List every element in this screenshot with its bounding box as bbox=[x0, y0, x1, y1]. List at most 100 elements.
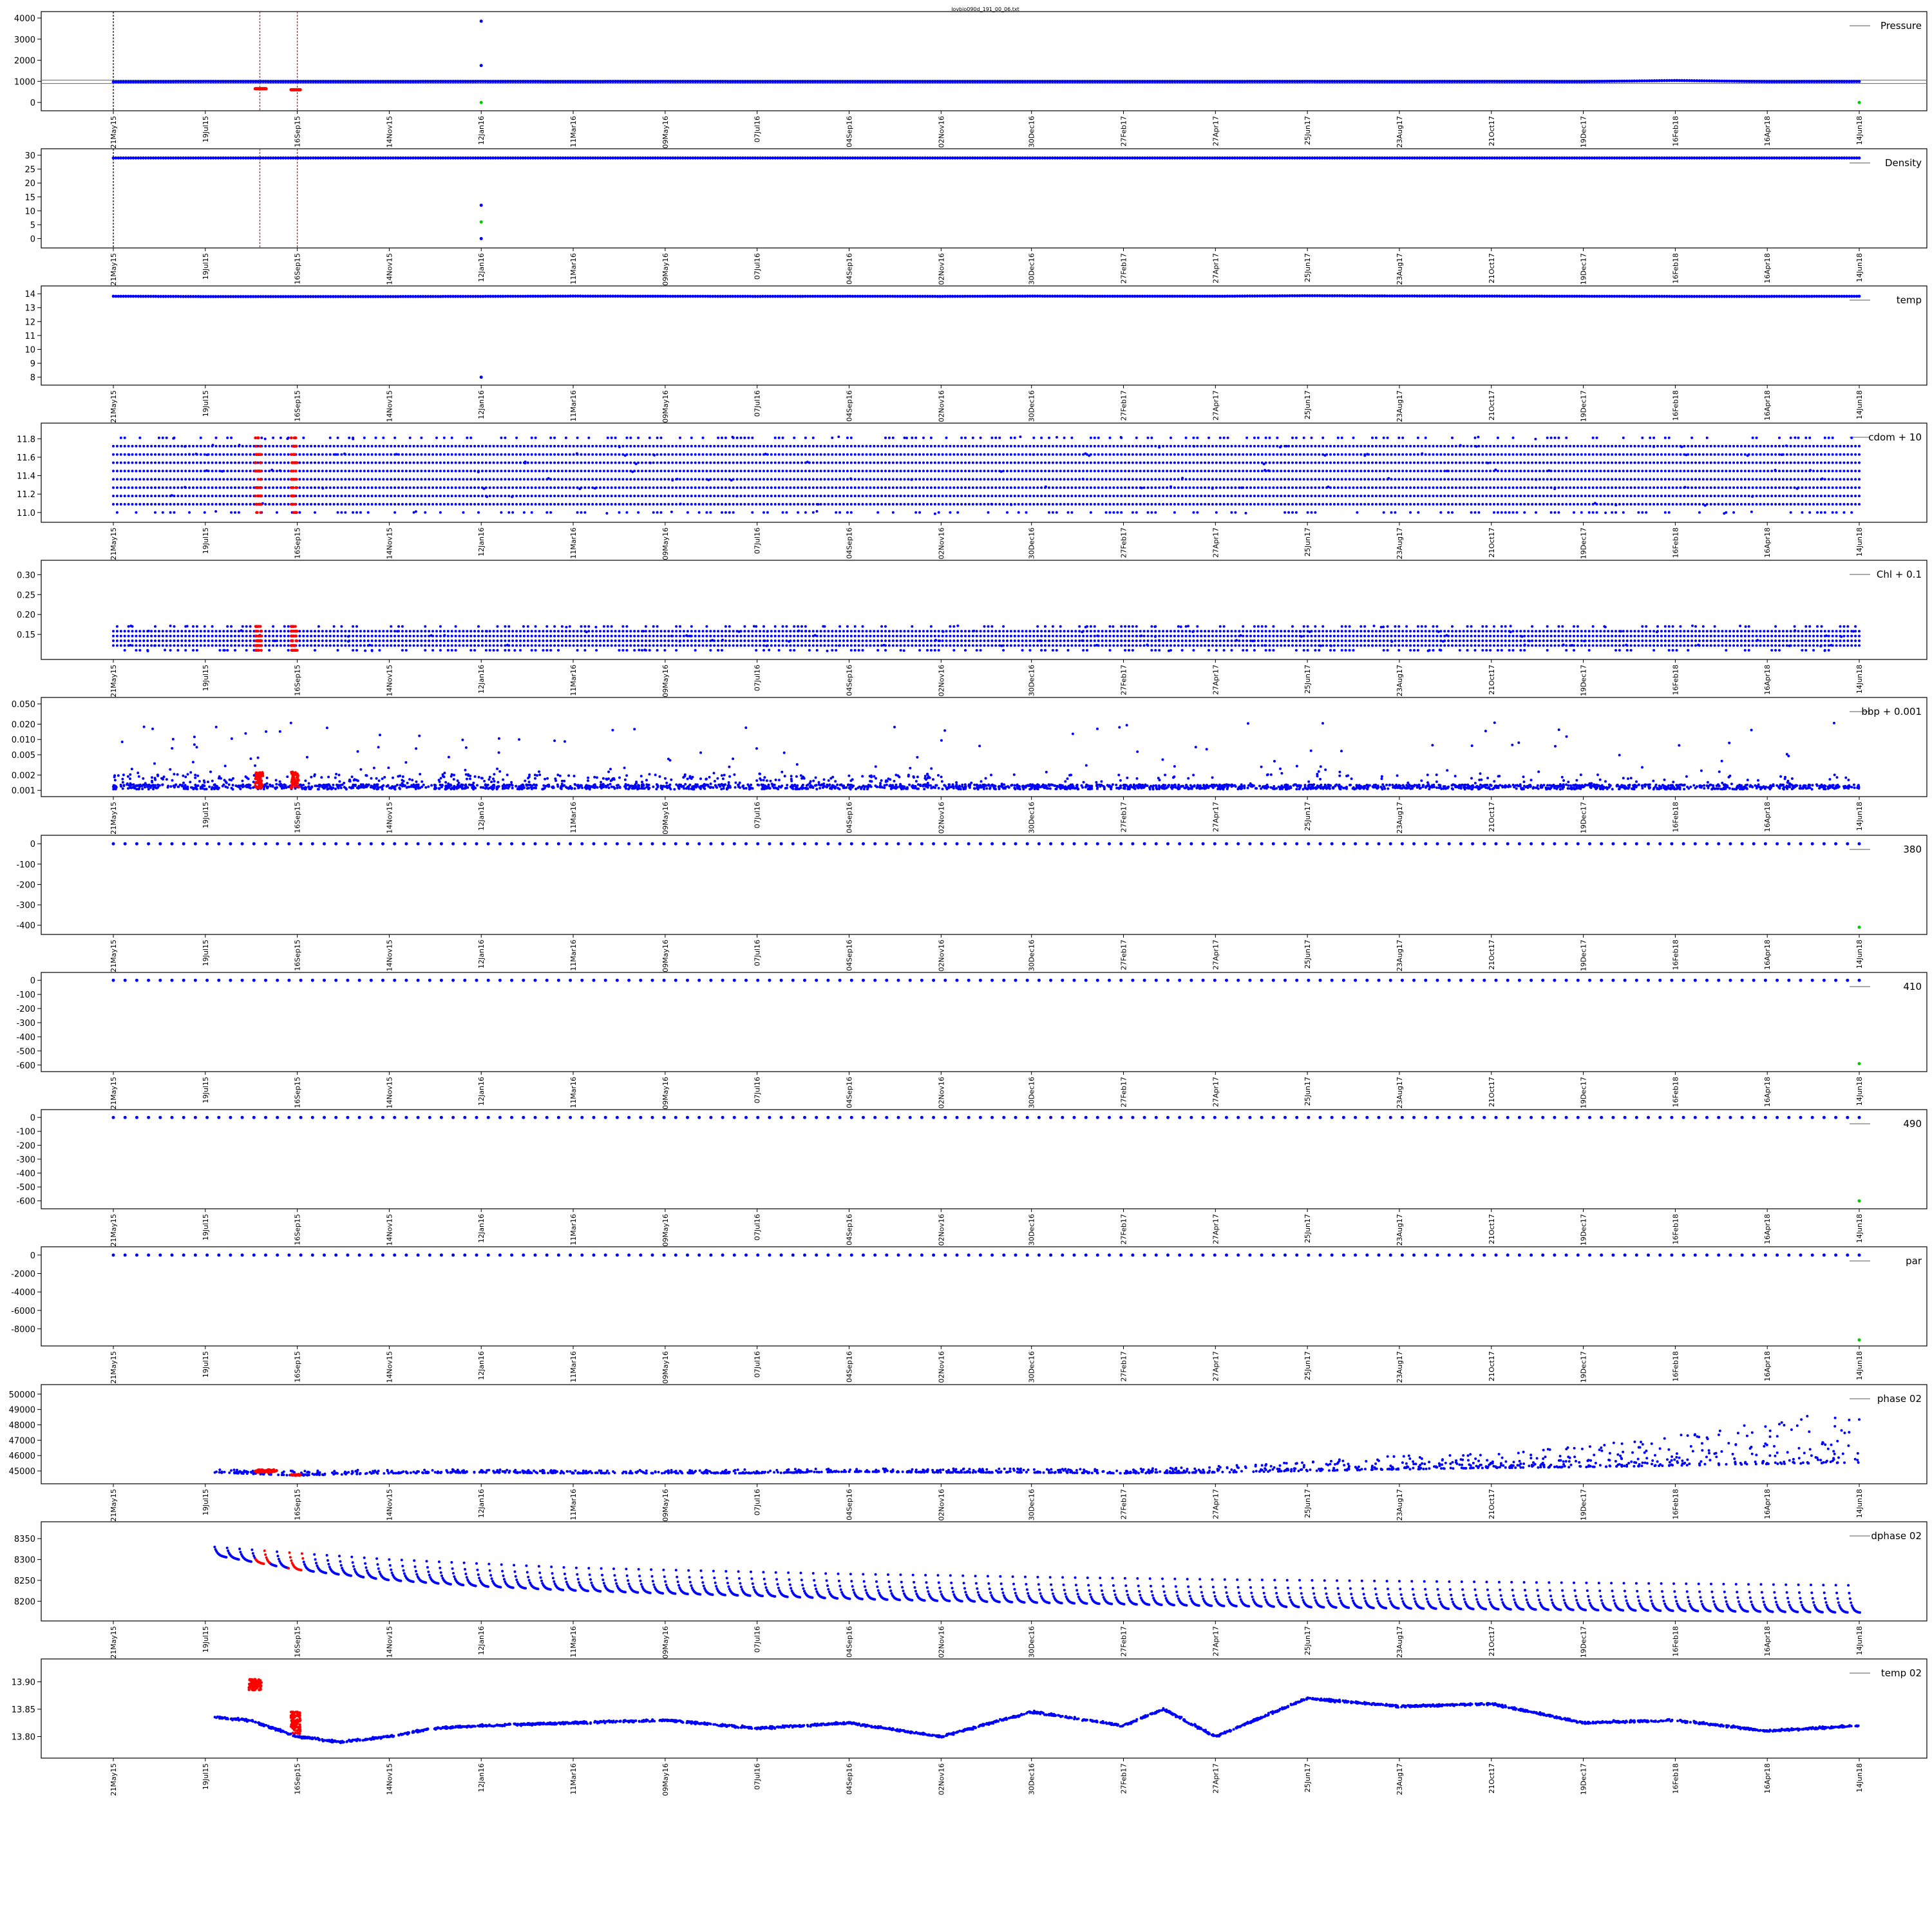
data-point bbox=[272, 495, 274, 497]
data-point bbox=[869, 478, 871, 480]
data-point bbox=[1177, 486, 1180, 489]
data-point bbox=[660, 486, 663, 489]
data-point bbox=[515, 503, 518, 506]
data-point bbox=[698, 503, 701, 506]
data-point bbox=[1679, 495, 1681, 497]
data-point bbox=[607, 469, 609, 472]
data-point bbox=[1158, 503, 1160, 506]
data-point bbox=[371, 462, 374, 464]
data-point bbox=[1455, 469, 1457, 472]
data-point bbox=[1451, 478, 1454, 480]
x-tick-label: 09May16 bbox=[661, 390, 670, 423]
data-point bbox=[545, 462, 548, 464]
data-point bbox=[983, 469, 986, 472]
data-point bbox=[162, 486, 164, 489]
data-point bbox=[314, 478, 316, 480]
data-point bbox=[1341, 478, 1343, 480]
data-point bbox=[1832, 495, 1834, 497]
data-point bbox=[1756, 503, 1758, 506]
data-point bbox=[1539, 469, 1541, 472]
data-point bbox=[1367, 469, 1370, 472]
data-point bbox=[1501, 478, 1503, 480]
data-point bbox=[687, 495, 689, 497]
data-point bbox=[481, 495, 484, 497]
data-point bbox=[1474, 495, 1477, 497]
data-point bbox=[618, 478, 621, 480]
data-point bbox=[652, 486, 655, 489]
data-point bbox=[1447, 511, 1450, 514]
data-point bbox=[1672, 503, 1674, 506]
data-point bbox=[1664, 503, 1667, 506]
data-point bbox=[1732, 486, 1735, 489]
data-point bbox=[1470, 486, 1473, 489]
data-point bbox=[1397, 478, 1400, 480]
data-point bbox=[675, 469, 677, 472]
data-point bbox=[1397, 503, 1400, 506]
data-point bbox=[926, 495, 929, 497]
y-tick-label: 4000 bbox=[14, 14, 35, 24]
data-point bbox=[1584, 486, 1587, 489]
data-point bbox=[409, 503, 412, 506]
data-point bbox=[625, 486, 628, 489]
data-point bbox=[587, 503, 590, 506]
data-point bbox=[298, 469, 301, 472]
data-point bbox=[390, 462, 392, 464]
x-tick-label: 25Jun17 bbox=[1303, 116, 1312, 145]
data-point bbox=[800, 469, 803, 472]
data-point bbox=[1615, 469, 1617, 472]
data-point bbox=[1759, 495, 1761, 497]
data-point bbox=[1367, 495, 1370, 497]
data-point bbox=[1842, 511, 1845, 514]
data-point bbox=[1070, 469, 1073, 472]
data-point bbox=[1630, 495, 1633, 497]
data-point bbox=[565, 486, 567, 489]
data-point bbox=[952, 478, 955, 480]
data-point bbox=[945, 503, 948, 506]
data-point bbox=[804, 486, 807, 489]
data-point bbox=[1311, 503, 1313, 506]
data-point bbox=[595, 478, 598, 480]
data-point bbox=[770, 478, 773, 480]
data-point bbox=[466, 462, 468, 464]
data-point bbox=[1622, 495, 1625, 497]
data-point bbox=[846, 478, 849, 480]
panel-cdom-10: 11.811.611.411.211.021May15 19Jul15 16Sep1… bbox=[17, 423, 1927, 560]
data-point bbox=[1824, 478, 1826, 480]
data-point bbox=[443, 462, 446, 464]
data-point bbox=[1120, 486, 1122, 489]
data-point bbox=[888, 469, 891, 472]
data-point bbox=[1287, 486, 1290, 489]
data-point bbox=[1736, 478, 1739, 480]
data-point bbox=[1048, 511, 1050, 514]
data-point bbox=[321, 503, 324, 506]
data-point bbox=[485, 469, 488, 472]
data-point bbox=[1770, 503, 1773, 506]
data-point bbox=[751, 503, 753, 506]
data-point bbox=[1466, 469, 1469, 472]
data-point bbox=[1056, 469, 1058, 472]
x-tick-label: 19Jul15 bbox=[202, 116, 210, 142]
data-point bbox=[378, 486, 381, 489]
data-point bbox=[1337, 469, 1340, 472]
data-point bbox=[1770, 469, 1773, 472]
data-point bbox=[983, 503, 986, 506]
data-point bbox=[1786, 503, 1788, 506]
data-point bbox=[774, 478, 777, 480]
data-point bbox=[1401, 469, 1404, 472]
data-point bbox=[325, 469, 328, 472]
data-point bbox=[599, 469, 601, 472]
data-point bbox=[1470, 503, 1473, 506]
data-point bbox=[279, 503, 282, 506]
data-point bbox=[1463, 478, 1465, 480]
data-point bbox=[724, 486, 727, 489]
data-point bbox=[1687, 469, 1689, 472]
data-point bbox=[770, 469, 773, 472]
y-tick-label: 5 bbox=[30, 221, 35, 231]
data-point bbox=[1542, 469, 1545, 472]
data-point bbox=[778, 503, 781, 506]
data-point bbox=[1257, 478, 1260, 480]
data-point bbox=[1527, 503, 1530, 506]
data-point bbox=[480, 19, 483, 23]
data-point bbox=[938, 495, 940, 497]
data-point bbox=[904, 503, 906, 506]
